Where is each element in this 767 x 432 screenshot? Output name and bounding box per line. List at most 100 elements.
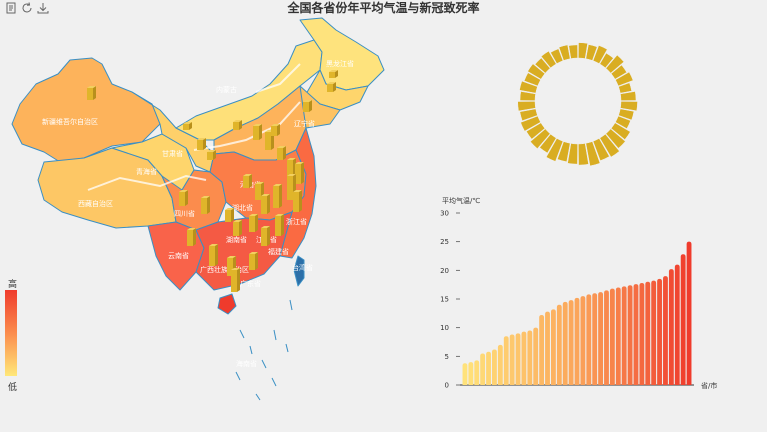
bar[interactable] — [627, 285, 633, 385]
bar[interactable] — [615, 287, 621, 385]
polar-bar[interactable] — [523, 72, 541, 87]
map-bar[interactable] — [249, 252, 258, 270]
polar-bar[interactable] — [530, 128, 551, 149]
polar-bar[interactable] — [610, 64, 628, 80]
polar-bar[interactable] — [585, 44, 598, 61]
data-view-icon[interactable] — [5, 2, 17, 14]
bar[interactable] — [539, 315, 545, 385]
map-bar[interactable] — [261, 194, 270, 214]
bar[interactable] — [486, 351, 491, 385]
map-bar[interactable] — [197, 138, 206, 150]
map-bar[interactable] — [295, 162, 304, 184]
map-bar[interactable] — [233, 220, 242, 236]
bar[interactable] — [503, 336, 509, 385]
polar-bar[interactable] — [558, 44, 571, 61]
map-bar[interactable] — [327, 82, 336, 92]
polar-bar[interactable] — [592, 45, 608, 64]
map-bar[interactable] — [249, 214, 258, 232]
map-bar[interactable] — [271, 124, 280, 136]
bar[interactable] — [668, 269, 674, 385]
map-bar[interactable] — [233, 120, 242, 130]
polar-bar[interactable] — [592, 138, 610, 162]
map-bar[interactable] — [183, 122, 192, 130]
bar[interactable] — [621, 286, 627, 385]
bar[interactable] — [497, 344, 503, 385]
bar[interactable] — [474, 360, 480, 385]
polar-bar[interactable] — [599, 52, 614, 69]
bar[interactable] — [645, 281, 651, 385]
map-bar[interactable] — [273, 184, 282, 208]
bar[interactable] — [468, 362, 474, 385]
bar[interactable] — [604, 290, 609, 385]
bar[interactable] — [651, 280, 657, 385]
map-bar[interactable] — [303, 100, 312, 112]
polar-bar[interactable] — [615, 115, 631, 129]
polar-bar[interactable] — [557, 141, 571, 163]
bar[interactable] — [574, 297, 580, 385]
polar-bar[interactable] — [578, 42, 588, 59]
map-bar[interactable] — [243, 174, 252, 188]
bar[interactable] — [492, 349, 497, 385]
polar-bar[interactable] — [539, 133, 557, 154]
polar-bar[interactable] — [519, 108, 538, 122]
map-bar[interactable] — [277, 146, 286, 160]
bar[interactable] — [663, 276, 668, 385]
bar[interactable] — [462, 363, 468, 385]
bar[interactable] — [639, 282, 645, 385]
map-bar[interactable] — [253, 124, 262, 140]
map-bar[interactable] — [209, 244, 218, 266]
bar[interactable] — [562, 301, 568, 385]
polar-bar[interactable] — [567, 143, 578, 165]
polar-bar[interactable] — [527, 63, 546, 80]
bar[interactable] — [598, 292, 604, 385]
bar[interactable] — [521, 331, 527, 385]
bar[interactable] — [586, 294, 592, 385]
bar[interactable] — [686, 241, 692, 385]
map-bar[interactable] — [225, 208, 234, 222]
map-bar[interactable] — [261, 226, 270, 246]
bar[interactable] — [527, 330, 533, 385]
polar-bar[interactable] — [605, 128, 626, 149]
map-bar[interactable] — [329, 70, 338, 78]
polar-bar[interactable] — [534, 57, 551, 74]
bar[interactable] — [674, 264, 680, 385]
bar[interactable] — [480, 353, 486, 385]
polar-bar[interactable] — [585, 141, 601, 167]
polar-bar[interactable] — [568, 44, 578, 59]
polar-bar[interactable] — [519, 80, 538, 94]
polar-bar[interactable] — [578, 143, 589, 166]
polar-bar[interactable] — [520, 115, 541, 132]
bar[interactable] — [680, 254, 686, 385]
polar-bar[interactable] — [545, 138, 564, 162]
polar-bar[interactable] — [517, 101, 536, 112]
map-bar[interactable] — [87, 86, 96, 100]
polar-bar[interactable] — [618, 108, 635, 121]
map-bar[interactable] — [275, 214, 284, 236]
map-bar[interactable] — [201, 196, 210, 214]
polar-bar[interactable] — [550, 48, 564, 64]
polar-bar[interactable] — [599, 133, 620, 158]
polar-bar[interactable] — [540, 50, 557, 69]
bar[interactable] — [609, 288, 615, 385]
polar-bar[interactable] — [605, 54, 625, 74]
refresh-icon[interactable] — [21, 2, 33, 14]
map-bar[interactable] — [187, 228, 196, 246]
polar-bar[interactable] — [526, 122, 546, 140]
polar-bar[interactable] — [618, 82, 632, 94]
polar-bar[interactable] — [519, 91, 536, 101]
bar[interactable] — [545, 311, 550, 385]
download-icon[interactable] — [37, 2, 49, 14]
map-bar[interactable] — [293, 190, 302, 212]
map-bar[interactable] — [207, 150, 216, 160]
polar-bar[interactable] — [610, 122, 631, 140]
bar[interactable] — [633, 284, 639, 385]
bar[interactable] — [657, 278, 662, 385]
bar[interactable] — [568, 300, 574, 385]
map-bar[interactable] — [231, 268, 240, 292]
polar-bar[interactable] — [615, 71, 634, 87]
polar-bar[interactable] — [620, 91, 637, 101]
bar[interactable] — [515, 333, 521, 385]
map-bar[interactable] — [179, 190, 188, 206]
polar-bar[interactable] — [620, 101, 638, 112]
visualmap-gradient[interactable] — [5, 290, 17, 376]
